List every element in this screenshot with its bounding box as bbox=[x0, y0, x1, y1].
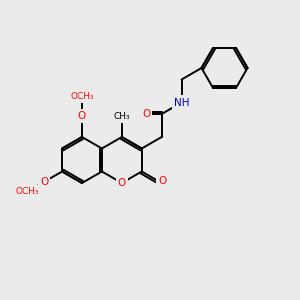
Text: OCH₃: OCH₃ bbox=[15, 187, 39, 196]
Text: OCH₃: OCH₃ bbox=[70, 92, 94, 101]
Text: O: O bbox=[40, 177, 48, 187]
Text: O: O bbox=[159, 176, 167, 186]
Text: O: O bbox=[142, 109, 150, 119]
Text: O: O bbox=[118, 178, 126, 188]
Text: O: O bbox=[78, 111, 86, 121]
Text: CH₃: CH₃ bbox=[113, 112, 130, 121]
Text: NH: NH bbox=[174, 98, 189, 107]
